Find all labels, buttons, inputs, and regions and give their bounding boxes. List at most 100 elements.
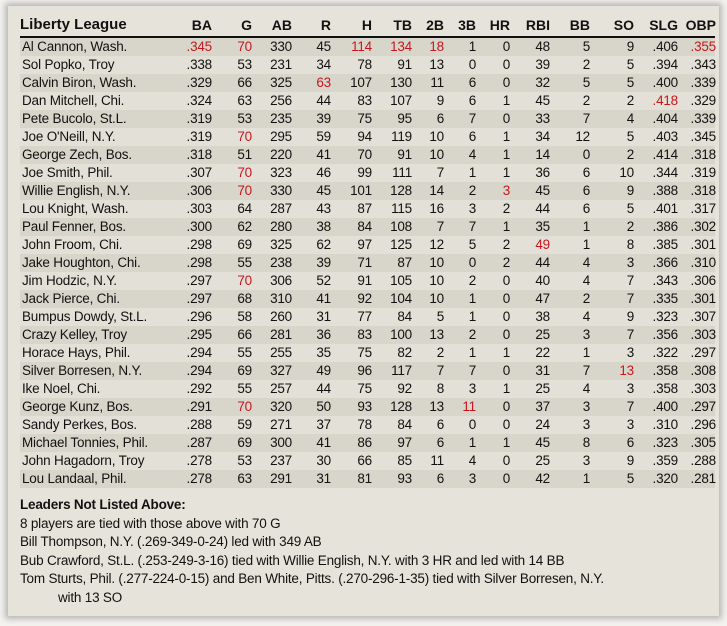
stat-slg: .323 <box>652 435 679 450</box>
table-row: Dan Mitchell, Chi. .324 63 256 44 83 107 9 6 1 45 2… <box>20 92 717 110</box>
stat-obp: .318 <box>690 183 717 198</box>
stat-obp: .303 <box>690 327 717 342</box>
stat-rbi: 22 <box>535 345 550 360</box>
stat-ba: .298 <box>186 255 213 270</box>
stat-slg: .320 <box>652 471 679 486</box>
stat-g: 70 <box>237 39 252 54</box>
stat-3b: 2 <box>468 273 477 288</box>
stat-so: 7 <box>626 327 635 342</box>
stat-rbi: 25 <box>535 327 550 342</box>
stat-g: 63 <box>237 471 252 486</box>
stat-ba: .297 <box>186 273 213 288</box>
stat-hr: 1 <box>502 147 511 162</box>
stat-bb: 1 <box>582 345 591 360</box>
stat-slg: .343 <box>652 273 679 288</box>
stat-bb: 5 <box>582 39 591 54</box>
stat-g: 55 <box>237 255 252 270</box>
player-name: Al Cannon, Wash. <box>22 39 128 54</box>
stat-rbi: 25 <box>535 381 550 396</box>
stat-ab: 325 <box>270 75 292 90</box>
stat-g: 70 <box>237 129 252 144</box>
stat-2b: 11 <box>430 75 444 90</box>
player-name: Crazy Kelley, Troy <box>22 327 127 342</box>
player-name: Bumpus Dowdy, St.L. <box>22 309 148 324</box>
stat-ab: 281 <box>270 327 292 342</box>
stat-tb: 128 <box>390 399 412 414</box>
stat-slg: .335 <box>652 291 679 306</box>
stat-so: 3 <box>626 381 635 396</box>
stat-bb: 6 <box>582 201 591 216</box>
stat-r: 39 <box>316 111 331 126</box>
stat-bb: 4 <box>582 309 591 324</box>
stat-so: 7 <box>626 273 635 288</box>
stat-slg: .388 <box>652 183 679 198</box>
stat-ab: 291 <box>270 471 292 486</box>
stat-3b: 1 <box>468 291 477 306</box>
stat-2b: 6 <box>436 471 445 486</box>
stat-h: 97 <box>357 237 372 252</box>
player-name: Willie English, N.Y. <box>22 183 131 198</box>
player-name: John Froom, Chi. <box>22 237 123 252</box>
stat-obp: .306 <box>690 273 717 288</box>
stat-g: 62 <box>237 219 252 234</box>
stat-tb: 87 <box>397 255 412 270</box>
stat-hr: 1 <box>502 345 511 360</box>
stat-tb: 92 <box>397 381 412 396</box>
stat-bb: 4 <box>582 381 591 396</box>
stat-rbi: 38 <box>535 309 550 324</box>
stat-h: 83 <box>357 327 372 342</box>
stat-3b: 2 <box>468 327 477 342</box>
stat-r: 45 <box>316 183 331 198</box>
stat-r: 31 <box>316 471 331 486</box>
stat-3b: 3 <box>468 471 477 486</box>
stat-hr: 1 <box>502 165 511 180</box>
stat-ab: 320 <box>270 399 292 414</box>
stat-so: 5 <box>626 57 635 72</box>
player-name: Michael Tonnies, Phil. <box>22 435 148 450</box>
stat-ab: 257 <box>270 381 292 396</box>
stat-tb: 84 <box>397 417 412 432</box>
stat-hr: 1 <box>502 129 511 144</box>
stat-ba: .296 <box>186 309 213 324</box>
stat-tb: 130 <box>390 75 412 90</box>
league-title: Liberty League <box>20 16 127 33</box>
stat-h: 99 <box>357 165 372 180</box>
stat-hr: 0 <box>502 309 511 324</box>
stat-obp: .329 <box>690 93 717 108</box>
stat-so: 9 <box>626 309 635 324</box>
stat-bb: 3 <box>582 417 591 432</box>
stat-bb: 3 <box>582 453 591 468</box>
stat-rbi: 40 <box>535 273 550 288</box>
stat-r: 35 <box>316 345 331 360</box>
stat-rbi: 45 <box>535 435 550 450</box>
stat-ab: 323 <box>270 165 292 180</box>
stat-ab: 255 <box>270 345 292 360</box>
stat-3b: 6 <box>468 75 477 90</box>
stat-bb: 12 <box>575 129 590 144</box>
stat-g: 53 <box>237 453 252 468</box>
column-header-2b: 2B <box>426 17 444 33</box>
stat-3b: 7 <box>468 111 477 126</box>
stat-ab: 300 <box>270 435 292 450</box>
stat-h: 87 <box>357 201 372 216</box>
stat-r: 43 <box>316 201 331 216</box>
stat-so: 5 <box>626 201 635 216</box>
stat-ba: .318 <box>186 147 213 162</box>
stat-obp: .296 <box>690 417 717 432</box>
stat-r: 38 <box>316 219 331 234</box>
stat-2b: 12 <box>429 237 444 252</box>
stat-so: 7 <box>626 399 635 414</box>
leaders-notes: Leaders Not Listed Above: 8 players are … <box>20 496 604 607</box>
stat-3b: 11 <box>462 399 476 414</box>
stat-obp: .339 <box>690 111 717 126</box>
stat-tb: 108 <box>390 219 412 234</box>
column-header-r: R <box>320 17 331 33</box>
stat-ba: .292 <box>186 381 213 396</box>
stat-so: 3 <box>626 345 635 360</box>
stat-so: 9 <box>626 183 635 198</box>
stat-bb: 4 <box>582 273 591 288</box>
column-header-ab: AB <box>271 17 292 33</box>
stat-h: 81 <box>357 471 372 486</box>
stat-3b: 0 <box>468 417 477 432</box>
stat-g: 59 <box>237 417 252 432</box>
